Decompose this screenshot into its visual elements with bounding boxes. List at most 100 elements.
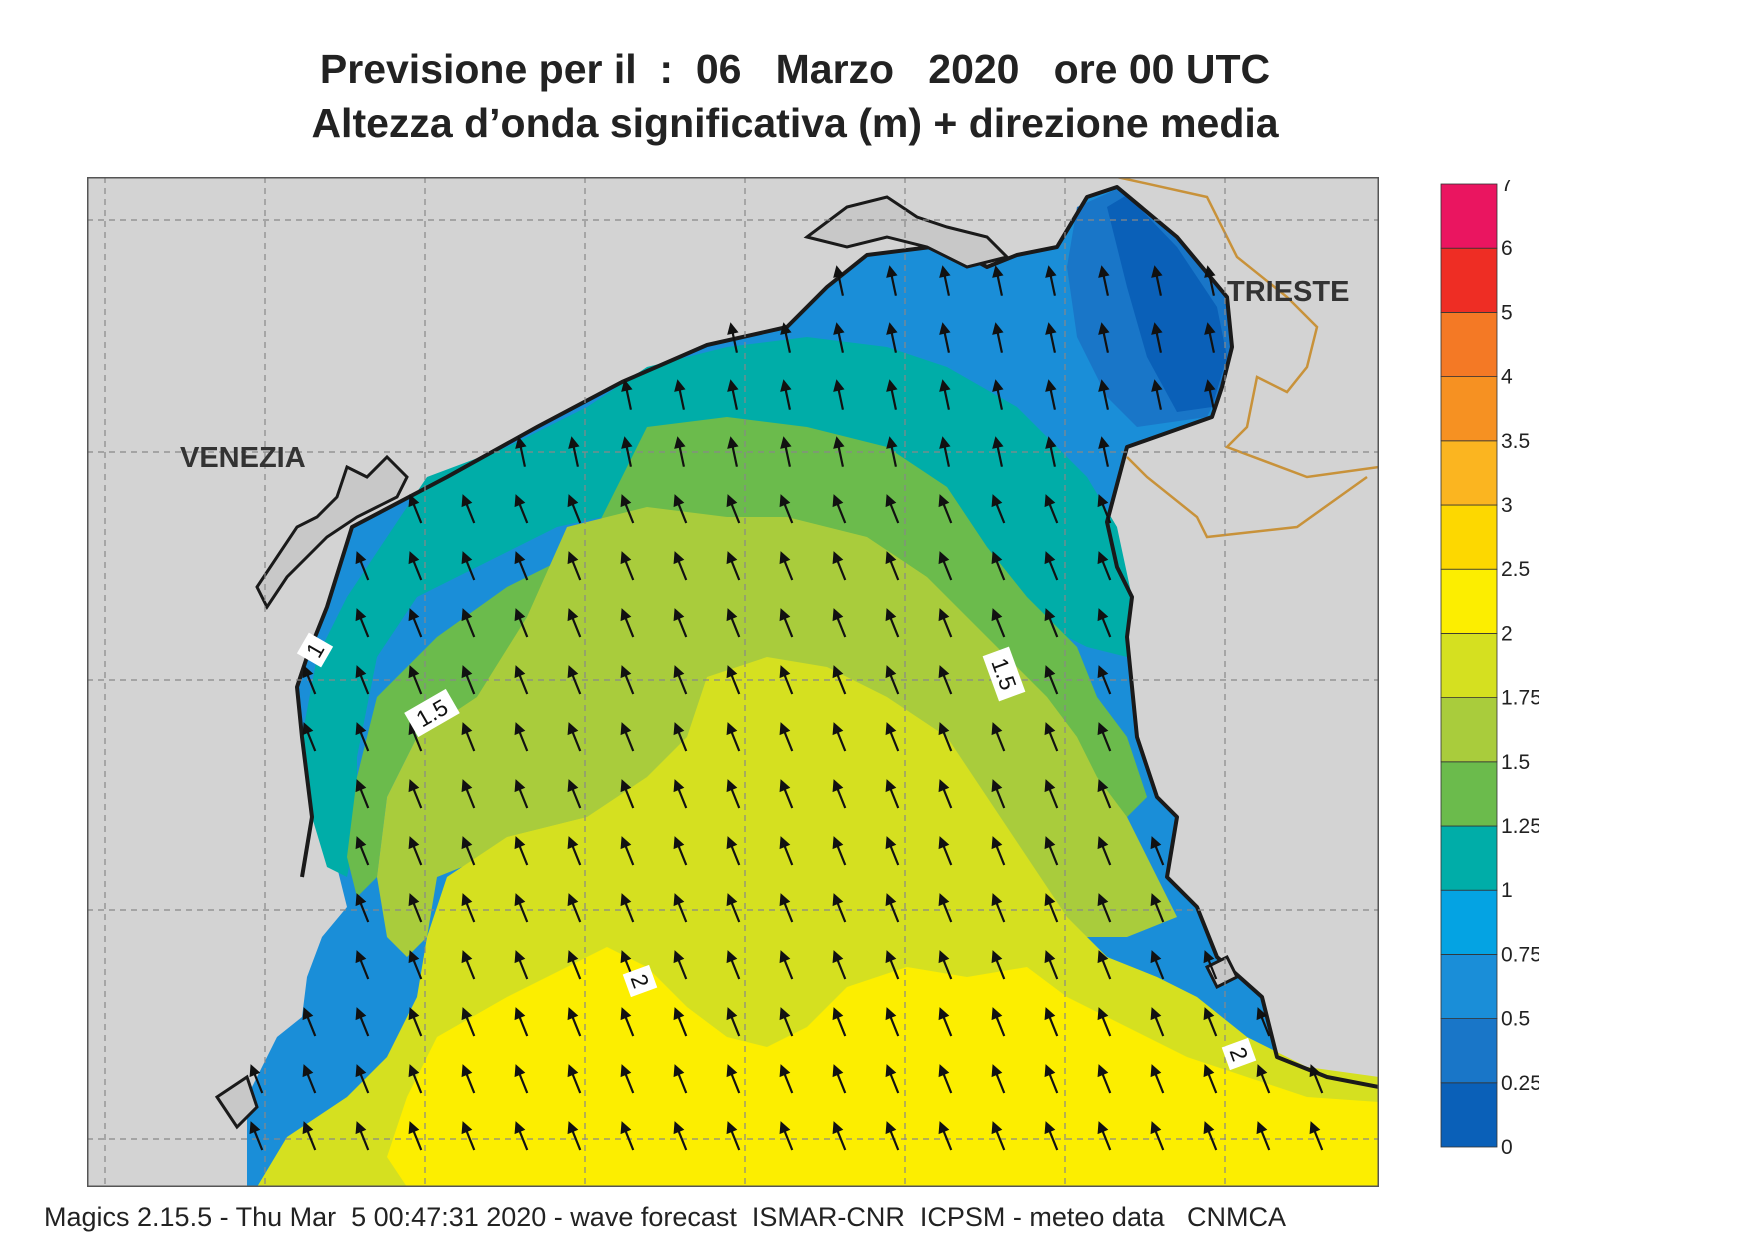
contour-label-2-east: 2 [1221,1037,1257,1071]
wave-direction-arrow [939,436,951,467]
wave-direction-arrow [621,379,633,410]
wave-direction-arrow [780,322,792,353]
legend-label: 1 [1501,879,1513,902]
wave-direction-arrow [991,494,1006,524]
wave-direction-arrow [302,1064,317,1094]
wave-direction-arrow [1044,893,1059,923]
legend-swatch [1440,889,1498,955]
wave-direction-arrow [514,1121,529,1151]
legend-swatch [1440,954,1498,1020]
wave-direction-arrow [833,379,845,410]
wave-direction-arrow [885,1121,900,1151]
wave-direction-arrow [1097,1121,1112,1151]
wave-direction-arrow [938,893,953,923]
wave-direction-arrow [832,1121,847,1151]
legend-swatch [1440,761,1498,827]
wave-direction-arrow [727,436,739,467]
wave-direction-arrow [938,494,953,524]
wave-direction-arrow [673,722,688,752]
legend-swatch [1440,440,1498,506]
wave-direction-arrow [992,265,1004,296]
wave-direction-arrow [833,436,845,467]
wave-direction-arrow [461,722,476,752]
wave-direction-arrow [461,950,476,980]
wave-direction-arrow [1097,494,1112,524]
wave-direction-arrow [726,950,741,980]
wave-direction-arrow [886,379,898,410]
wave-direction-arrow [832,1064,847,1094]
wave-direction-arrow [514,950,529,980]
map-frame [87,177,1379,1187]
wave-direction-arrow [726,1064,741,1094]
wave-direction-arrow [1150,893,1165,923]
wave-direction-arrow [885,893,900,923]
wave-direction-arrow [833,265,845,296]
wave-direction-arrow [673,836,688,866]
island-east [803,195,1010,269]
legend-swatch [1440,697,1498,763]
wave-direction-arrow [1203,1007,1218,1037]
wave-direction-arrow [991,950,1006,980]
wave-direction-arrow [1150,1064,1165,1094]
legend-label: 6 [1501,237,1513,260]
wave-direction-arrow [673,1064,688,1094]
wave-direction-arrow [938,950,953,980]
wave-direction-arrow [779,551,794,581]
legend-label: 2.5 [1501,558,1530,581]
wave-direction-arrow [1044,836,1059,866]
wave-direction-arrow [461,836,476,866]
wave-direction-arrow [726,1121,741,1151]
wave-direction-arrow [1309,1064,1324,1094]
wave-direction-arrow [939,265,951,296]
wave-direction-arrow [355,836,370,866]
wave-direction-arrow [833,322,845,353]
wave-direction-arrow [620,836,635,866]
city-label-trieste: TRIESTE [1227,276,1349,308]
wave-direction-arrow [779,779,794,809]
wave-direction-arrow [461,1121,476,1151]
wave-direction-arrow [1204,379,1216,410]
wave-direction-arrow [620,494,635,524]
wave-direction-arrow [780,379,792,410]
wave-direction-arrow [620,893,635,923]
wave-direction-arrow [408,494,423,524]
wave-direction-arrow [514,665,529,695]
wave-direction-arrow [726,836,741,866]
wave-direction-arrow [1097,950,1112,980]
wave-direction-arrow [567,551,582,581]
wave-direction-arrow [620,1007,635,1037]
wave-direction-arrow [832,836,847,866]
wave-direction-arrow [673,950,688,980]
wave-direction-arrow [1044,1121,1059,1151]
venice-lagoon [255,454,409,610]
wave-direction-arrow [673,608,688,638]
wave-direction-arrow [249,1064,264,1094]
wave-direction-arrow [1045,265,1057,296]
legend-swatch [1440,376,1498,442]
wave-direction-arrow [885,1007,900,1037]
wave-direction-arrow [620,665,635,695]
wave-direction-arrow [779,893,794,923]
wave-direction-arrow [1151,322,1163,353]
wave-direction-arrow [567,722,582,752]
wave-direction-arrow [1045,379,1057,410]
wave-direction-arrow [779,722,794,752]
legend-swatch [1440,504,1498,570]
island-south-2 [1204,954,1240,990]
wave-direction-arrow [355,893,370,923]
wave-direction-arrow [1256,1007,1271,1037]
wave-direction-arrow [673,665,688,695]
wave-direction-arrow [992,379,1004,410]
wave-direction-arrow [938,722,953,752]
wave-direction-arrow [514,1007,529,1037]
wave-direction-arrow [938,1007,953,1037]
wave-direction-arrow [938,1064,953,1094]
wave-direction-arrow [355,1064,370,1094]
wave-direction-arrow [620,722,635,752]
wave-direction-arrow [620,608,635,638]
wave-direction-arrow [779,1007,794,1037]
wave-direction-arrow [408,836,423,866]
legend-label: 1.5 [1501,751,1530,774]
wave-direction-arrow [408,1064,423,1094]
wave-direction-arrow [408,608,423,638]
